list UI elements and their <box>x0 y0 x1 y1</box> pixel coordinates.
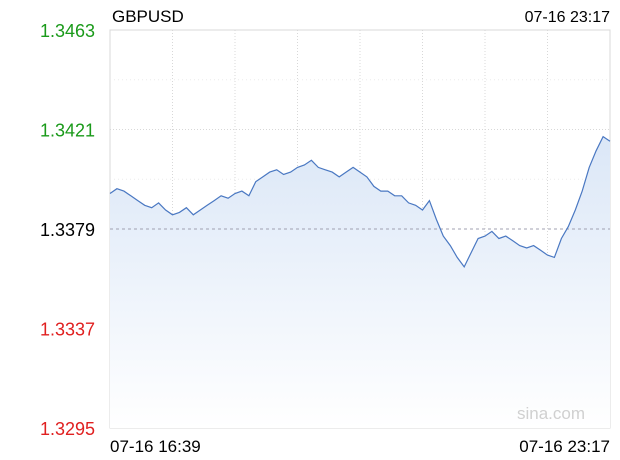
price-line <box>109 135 611 269</box>
timestamp: 07-16 23:17 <box>525 9 611 26</box>
y-tick-label: 1.3463 <box>40 21 95 41</box>
x-tick-label: 07-16 23:17 <box>519 437 610 456</box>
y-tick-label: 1.3337 <box>40 320 95 340</box>
watermark: sina.com <box>517 404 585 423</box>
price-area <box>110 136 610 428</box>
x-tick-label: 07-16 16:39 <box>110 437 201 456</box>
y-tick-label: 1.3295 <box>40 419 95 439</box>
x-axis-labels: 07-16 16:39 07-16 23:17 <box>110 437 610 456</box>
y-axis-labels: 1.3463 1.3421 1.3379 1.3337 1.3295 <box>40 21 95 439</box>
y-tick-label: 1.3421 <box>40 121 95 141</box>
symbol-title: GBPUSD <box>112 7 184 26</box>
y-tick-label: 1.3379 <box>40 220 95 240</box>
